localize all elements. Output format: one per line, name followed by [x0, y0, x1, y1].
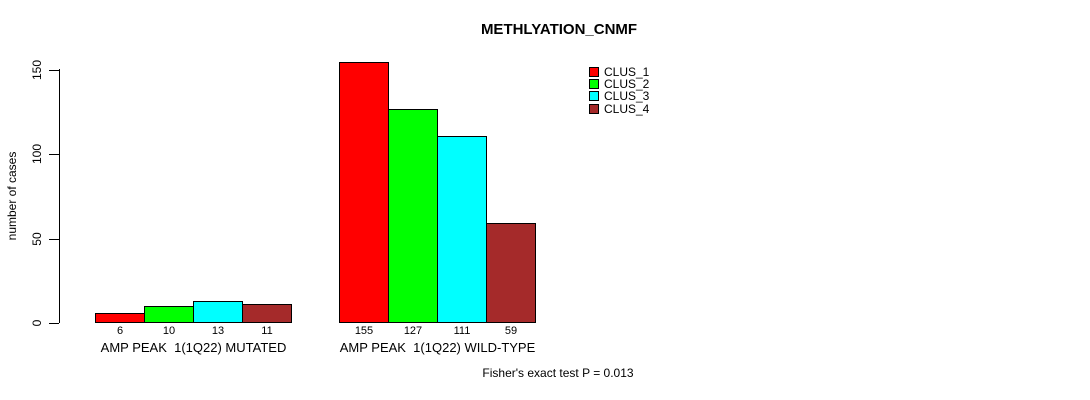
y-axis-line [59, 69, 60, 323]
chart-title: METHLYATION_CNMF [480, 21, 638, 38]
bar-value-label: 111 [453, 325, 471, 337]
y-axis-tick-label: 50 [30, 232, 44, 246]
y-axis-tick [49, 239, 59, 240]
bar [486, 223, 536, 323]
y-axis-tick-label: 100 [30, 143, 44, 165]
bar [95, 313, 145, 323]
legend-label: CLUS_4 [604, 101, 650, 116]
y-axis-tick [49, 154, 59, 155]
bar [437, 136, 487, 323]
legend-label: CLUS_1 [604, 65, 650, 79]
legend-swatch [589, 67, 599, 77]
legend-row: CLUS_4 [589, 103, 649, 115]
legend-row: CLUS_1 [589, 66, 649, 78]
legend-label: CLUS_2 [604, 77, 650, 92]
bar [144, 306, 194, 323]
legend-swatch [589, 91, 599, 102]
legend-swatch [589, 79, 599, 90]
bar-value-label: 155 [354, 325, 374, 337]
y-axis-tick-label: 0 [30, 319, 44, 327]
bar [339, 62, 389, 323]
bar-value-label: 10 [162, 325, 176, 337]
bar [388, 109, 438, 323]
bar-value-label: 13 [211, 325, 225, 337]
legend-row: CLUS_3 [589, 90, 649, 102]
bar-value-label: 6 [116, 325, 124, 337]
legend-label: CLUS_3 [604, 89, 650, 104]
bar [193, 301, 243, 323]
stat-annotation: Fisher's exact test P = 0.013 [482, 366, 634, 380]
legend-swatch [589, 103, 599, 114]
bar-value-label: 127 [403, 325, 423, 337]
group-label: AMP PEAK 1(1Q22) WILD-TYPE [339, 340, 536, 355]
legend-row: CLUS_2 [589, 78, 649, 90]
bar [242, 304, 292, 323]
bar-value-label: 59 [504, 325, 518, 337]
y-axis-tick [49, 323, 59, 324]
y-axis-label: number of cases [5, 151, 19, 241]
group-label: AMP PEAK 1(1Q22) MUTATED [100, 340, 287, 355]
y-axis-tick-label: 150 [30, 59, 44, 81]
bar-value-label: 11 [261, 325, 273, 337]
y-axis-tick [49, 70, 59, 71]
